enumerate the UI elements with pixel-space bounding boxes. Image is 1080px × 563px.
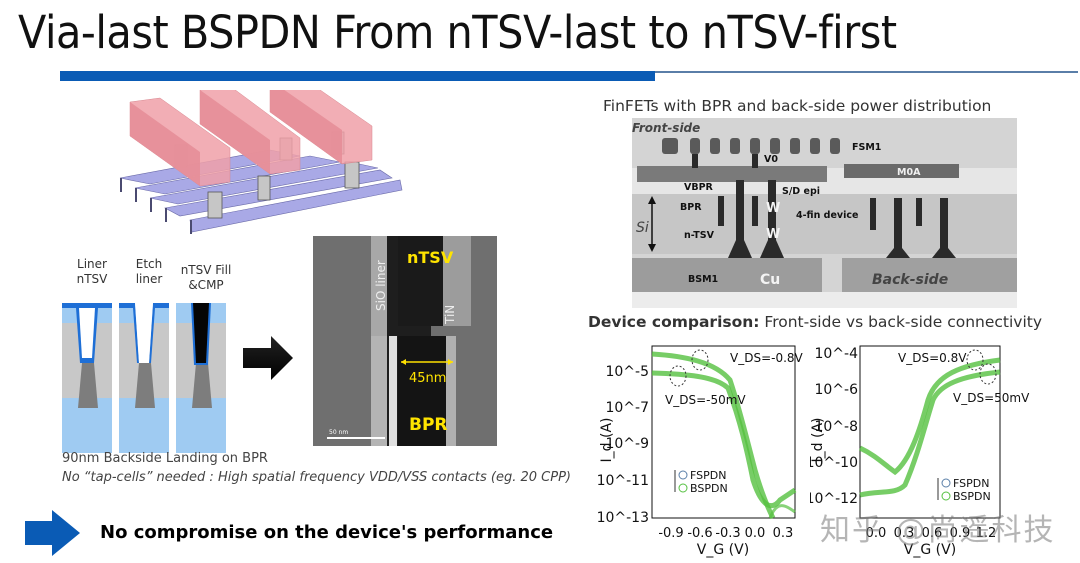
sem-label-back-side: Back-side	[872, 272, 948, 288]
chart1-ytick: 10^-7	[605, 400, 649, 416]
sem-cross-section: Front-side FSM1 V0 M0A VBPR S/D epi BPR …	[632, 118, 1017, 308]
chart2-ytick: 10^-8	[814, 419, 858, 435]
chart2-xtick: 0.6	[922, 526, 943, 541]
sem-label-ntsv: n-TSV	[684, 230, 715, 241]
step-label-etch-liner: Etch liner	[119, 257, 179, 287]
comparison-title-rest: Front-side vs back-side connectivity	[759, 313, 1043, 331]
tem-label-45nm: 45nm	[409, 371, 446, 386]
chart2-xtick: 1.2	[976, 526, 997, 541]
tem-label-tin: TiN	[443, 305, 457, 325]
chart1-legend-bspdn: BSPDN	[690, 482, 728, 495]
sem-label-bpr: BPR	[680, 202, 702, 213]
caption-tap-cells: No “tap-cells” needed : High spatial fre…	[62, 470, 571, 485]
sem-label-si: Si	[636, 220, 649, 236]
step-label-line: nTSV	[76, 272, 108, 286]
title-accent-bar	[60, 71, 655, 81]
tem-label-ntsv: nTSV	[407, 248, 454, 267]
step-label-line: Etch	[135, 257, 163, 271]
tem-label-sio-liner: SiO liner	[374, 260, 388, 311]
tem-label-bpr: BPR	[409, 415, 448, 435]
sem-label-sd-epi: S/D epi	[782, 186, 820, 197]
chart2-legend-bspdn: BSPDN	[953, 490, 991, 503]
chart1-ytick: 10^-13	[597, 510, 649, 526]
bpr-3d-illustration	[119, 90, 403, 234]
tem-scale-bar: 50 nm	[329, 429, 348, 436]
chart2-xtick: 0.9	[950, 526, 971, 541]
chart1-annotation-vds-08: V_DS=-0.8V	[730, 351, 804, 365]
sem-label-vbpr: VBPR	[684, 182, 714, 193]
chart1-ylabel: I_d (A)	[599, 418, 615, 463]
sem-label-m0a: M0A	[897, 167, 921, 178]
sem-label-v0: V0	[764, 154, 778, 165]
chart2-xtick: 0.3	[894, 526, 915, 541]
chart1-xtick: 0.0	[745, 526, 766, 541]
chart1-xlabel: V_G (V)	[697, 542, 749, 558]
chart1-xtick: -0.3	[715, 526, 740, 541]
chart2-xlabel: V_G (V)	[904, 542, 956, 558]
arrow-right-icon	[243, 336, 293, 380]
chart1-xtick: -0.6	[687, 526, 712, 541]
comparison-title-bold: Device comparison:	[588, 313, 760, 331]
slide-title: Via-last BSPDN From nTSV-last to nTSV-fi…	[18, 6, 897, 59]
step-diagram-etch-liner	[119, 303, 169, 453]
chart2-annotation-vds-08: V_DS=0.8V	[898, 351, 967, 365]
step-diagram-ntsv-fill	[176, 303, 226, 453]
sem-label-cu: Cu	[760, 272, 780, 288]
step-diagram-liner-ntsv	[62, 303, 112, 453]
watermark: 知乎 @尚遥科技	[820, 513, 1056, 548]
chart2-ytick: 10^-12	[810, 491, 858, 507]
tem-image-ntsv-bpr: nTSV SiO liner TiN 45nm BPR 50 nm	[313, 236, 497, 446]
sem-label-w1: W	[766, 201, 780, 216]
chart2-ytick: 10^-10	[810, 455, 858, 471]
chart1-xtick: 0.3	[773, 526, 794, 541]
step-label-line: nTSV Fill	[180, 263, 232, 277]
tagline-no-compromise: No compromise on the device's performanc…	[100, 522, 554, 543]
sem-label-4fin: 4-fin device	[796, 210, 858, 221]
chart1-annotation-vds-50mv: V_DS=-50mV	[665, 393, 746, 407]
chart-pfet-transfer: V_DS=-0.8V V_DS=-50mV 10^-5 10^-7 10^-9 …	[597, 345, 804, 558]
chart2-legend-fspdn: FSPDN	[953, 477, 989, 490]
chart2-annotation-vds-50mv: V_DS=50mV	[953, 391, 1030, 405]
chart1-legend-fspdn: FSPDN	[690, 469, 726, 482]
step-label-liner-ntsv: Liner nTSV	[62, 257, 122, 287]
caption-backside-landing: 90nm Backside Landing on BPR	[62, 451, 268, 466]
comparison-title: Device comparison: Front-side vs back-si…	[588, 313, 1042, 331]
sem-label-w2: W	[766, 227, 780, 242]
step-label-line: liner	[135, 272, 163, 286]
step-label-ntsv-fill: nTSV Fill &CMP	[175, 263, 237, 293]
chart2-xtick: 0.0	[866, 526, 887, 541]
step-label-line: Liner	[77, 257, 107, 271]
sem-label-front-side: Front-side	[632, 121, 700, 135]
chart2-ylabel: I_d (A)	[810, 418, 826, 463]
sem-title: FinFETs with BPR and back-side power dis…	[603, 97, 992, 115]
chart-nfet-transfer: V_DS=0.8V V_DS=50mV 10^-4 10^-6 10^-8 10…	[810, 345, 1030, 558]
step-label-line: &CMP	[188, 278, 224, 292]
chart2-ytick: 10^-4	[814, 346, 858, 362]
arrow-right-blue-icon	[25, 510, 80, 556]
chart1-ytick: 10^-11	[597, 473, 649, 489]
chart1-ytick: 10^-9	[605, 436, 649, 452]
chart1-ytick: 10^-5	[605, 364, 649, 380]
sem-label-fsm1: FSM1	[852, 142, 881, 153]
chart1-xtick: -0.9	[658, 526, 683, 541]
chart2-ytick: 10^-6	[814, 382, 858, 398]
sem-label-bsm1: BSM1	[688, 274, 718, 285]
